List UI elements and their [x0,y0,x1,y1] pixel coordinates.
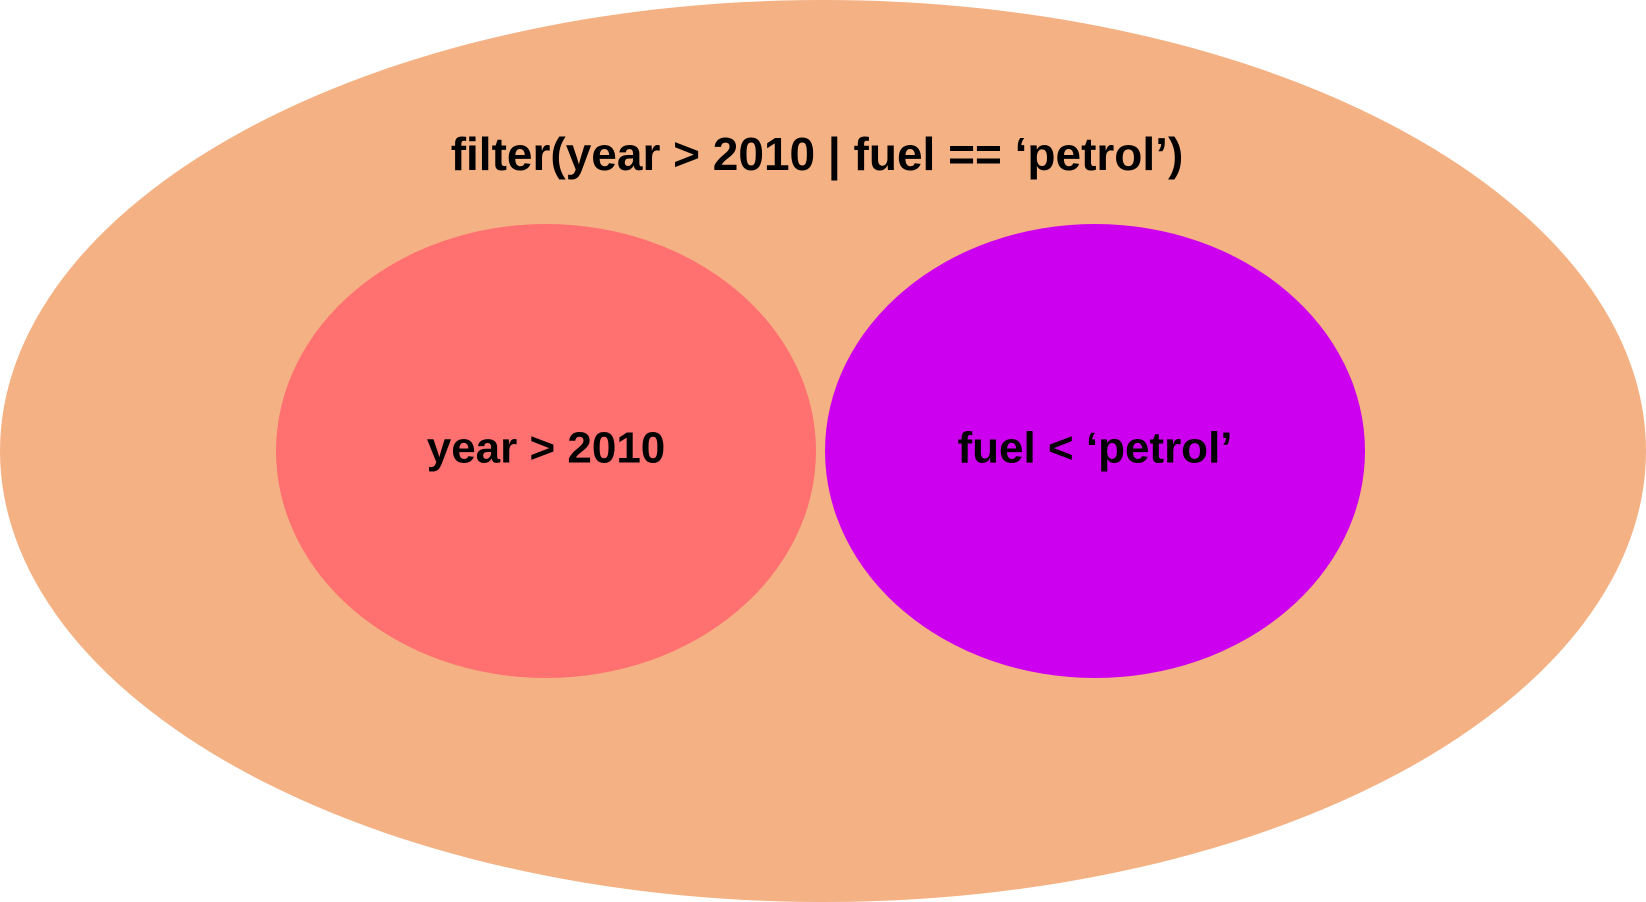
right-set-label: fuel < ‘petrol’ [957,424,1232,473]
left-set-ellipse [276,224,816,678]
left-set-label: year > 2010 [427,424,666,473]
right-set-ellipse [825,224,1365,678]
outer-set-label: filter(year > 2010 | fuel == ‘petrol’) [451,128,1184,180]
